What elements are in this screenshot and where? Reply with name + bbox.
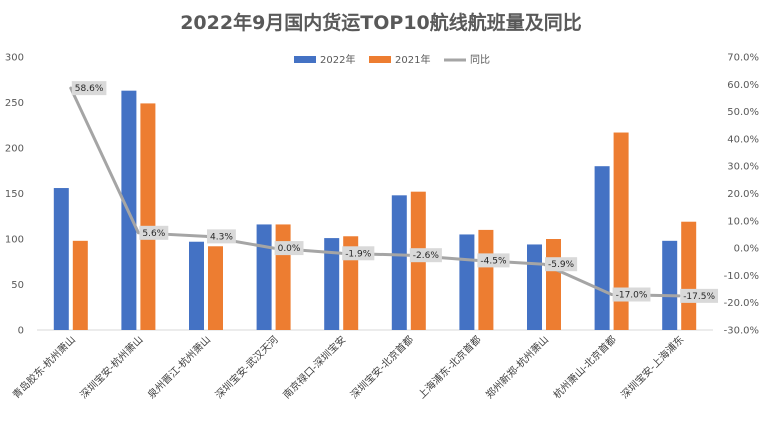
category-label: 南京禄口-深圳宝安: [280, 333, 348, 401]
category-labels: 青岛胶东-杭州萧山 深圳宝安-杭州萧山 泉州晋江-杭州萧山 深圳宝安-武汉天河 南京禄口…: [10, 333, 687, 401]
yoy-data-label-bg: [71, 81, 107, 96]
yoy-data-label-bg: [207, 229, 236, 244]
yoy-data-label: 5.6%: [139, 225, 169, 240]
yoy-data-label-bg: [274, 241, 304, 256]
yoy-data-label: -17.5%: [680, 288, 719, 303]
y-left-tick-label: 100: [5, 235, 24, 246]
data-labels: 58.6% 5.6% 4.3% 0.0% -1.9% -2.6% -4.5% -5.9% -17…: [71, 81, 719, 303]
y-left-tick-label: 300: [5, 53, 24, 64]
category-label: 上海浦东-北京首都: [415, 333, 483, 401]
yoy-data-label-bg: [545, 257, 578, 272]
bar-2022: [594, 166, 610, 330]
yoy-data-label: 58.6%: [71, 81, 107, 96]
category-label: 深圳宝安-上海浦东: [618, 333, 686, 401]
yoy-data-label-text: -17.5%: [683, 292, 715, 302]
y-right-tick-label: -30.0%: [724, 326, 759, 337]
yoy-data-label-text: -1.9%: [345, 249, 372, 259]
yoy-data-label-text: -5.9%: [548, 260, 575, 270]
legend-label-2022: 2022年: [320, 53, 355, 66]
yoy-data-label-text: 0.0%: [278, 244, 301, 254]
bar-2022: [459, 234, 475, 330]
yoy-data-label-text: 4.3%: [210, 232, 233, 242]
yoy-line: [69, 86, 681, 298]
yoy-data-label-text: 5.6%: [142, 229, 165, 239]
yoy-data-label: 0.0%: [274, 241, 304, 256]
yoy-data-label: -2.6%: [409, 248, 442, 263]
yoy-data-label-text: -2.6%: [413, 251, 440, 261]
bar-2021: [681, 221, 697, 330]
yoy-line-layer: [69, 86, 681, 298]
y-right-tick-label: 70.0%: [727, 53, 759, 64]
yoy-data-label: -1.9%: [342, 246, 375, 261]
y-left-tick-label: 50: [11, 280, 24, 291]
y-left-tick-label: 250: [5, 98, 24, 109]
chart-title: 2022年9月国内货运TOP10航线航班量及同比: [180, 11, 582, 34]
bar-2022: [53, 188, 69, 330]
yoy-data-label-text: -4.5%: [480, 256, 507, 266]
yoy-data-label-bg: [477, 253, 510, 268]
legend-swatch-2022: [294, 56, 316, 63]
yoy-data-label-bg: [612, 287, 651, 302]
legend: 2022年 2021年 同比: [294, 53, 490, 66]
bar-2021: [546, 239, 561, 330]
y-right-tick-label: 30.0%: [727, 162, 759, 173]
y-right-tick-label: 40.0%: [727, 134, 759, 145]
y-left-tick-label: 0: [18, 326, 24, 337]
category-label: 深圳宝安-杭州萧山: [77, 333, 145, 401]
yoy-data-label-bg: [342, 246, 375, 261]
y-right-tick-label: 60.0%: [727, 80, 759, 91]
category-label: 深圳宝安-武汉天河: [212, 333, 280, 401]
y-right-tick-label: 10.0%: [727, 216, 759, 227]
yoy-data-label-bg: [409, 248, 442, 263]
y-right-tick-label: -20.0%: [724, 298, 759, 309]
yoy-data-label: -17.0%: [612, 287, 651, 302]
y-right-tick-label: 0.0%: [734, 244, 759, 255]
bars: [53, 90, 697, 330]
legend-label-yoy: 同比: [470, 54, 490, 66]
bar-2021: [613, 132, 629, 330]
category-label: 泉州晋江-杭州萧山: [145, 333, 213, 401]
bar-2022: [256, 224, 272, 330]
yoy-data-label: -4.5%: [477, 253, 510, 268]
category-label: 杭州萧山-北京首都: [550, 333, 618, 401]
bar-2021: [208, 246, 223, 330]
y-right-tick-label: 50.0%: [727, 107, 759, 118]
bar-2021: [478, 229, 494, 330]
legend-label-2021: 2021年: [395, 53, 430, 66]
legend-swatch-2021: [369, 56, 391, 63]
yoy-data-label-text: 58.6%: [75, 84, 104, 94]
bar-2021: [140, 103, 156, 330]
bar-2022: [189, 241, 204, 330]
bar-2021: [72, 240, 88, 330]
bar-2021: [275, 224, 291, 330]
category-label: 青岛胶东-杭州萧山: [10, 333, 78, 401]
y-left-tick-label: 150: [5, 189, 24, 200]
y-right-tick-label: 20.0%: [727, 189, 759, 200]
bar-2022: [662, 240, 678, 330]
yoy-data-label: -5.9%: [545, 257, 578, 272]
y-right-tick-label: -10.0%: [724, 271, 759, 282]
yoy-data-label: 4.3%: [207, 229, 236, 244]
category-label: 深圳宝安-北京首都: [348, 333, 416, 401]
yoy-data-label-bg: [680, 288, 719, 303]
yoy-data-label-bg: [139, 225, 169, 240]
bar-2022: [391, 195, 407, 330]
category-label: 郑州新郑-杭州萧山: [483, 333, 551, 401]
yoy-data-label-text: -17.0%: [616, 291, 648, 301]
bar-2022: [324, 238, 340, 330]
y-left-tick-label: 200: [5, 144, 24, 155]
bar-2022: [527, 244, 542, 330]
